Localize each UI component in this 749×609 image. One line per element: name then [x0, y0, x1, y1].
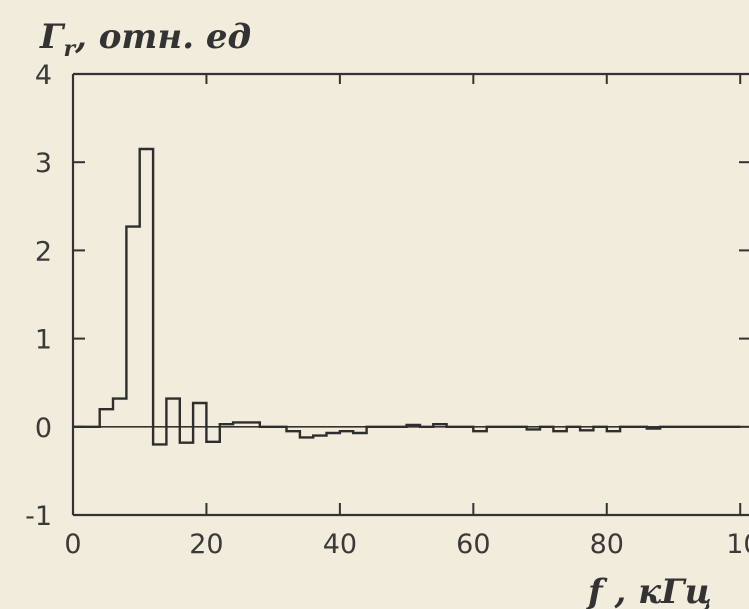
x-tick-label: 0 — [64, 529, 81, 560]
y-tick-label: -1 — [25, 501, 52, 532]
x-axis-title: f , кГц — [586, 572, 712, 609]
labels: Гr, отн. ед f , кГц — [39, 17, 712, 609]
y-tick-label: 1 — [35, 325, 52, 356]
ticks: -10123402040608010 — [25, 60, 749, 560]
x-tick-label: 10 — [726, 529, 749, 560]
y-tick-label: 2 — [35, 236, 52, 267]
x-tick-label: 20 — [189, 529, 223, 560]
series — [73, 147, 741, 446]
y-tick-label: 0 — [35, 413, 52, 444]
y-tick-label: 4 — [35, 60, 52, 91]
x-tick-label: 60 — [456, 529, 490, 560]
y-axis-title: Гr, отн. ед — [39, 17, 251, 62]
x-tick-label: 80 — [590, 529, 624, 560]
axes — [71, 72, 749, 517]
series-step-line — [73, 147, 741, 446]
y-tick-label: 3 — [35, 148, 52, 179]
x-tick-label: 40 — [323, 529, 357, 560]
